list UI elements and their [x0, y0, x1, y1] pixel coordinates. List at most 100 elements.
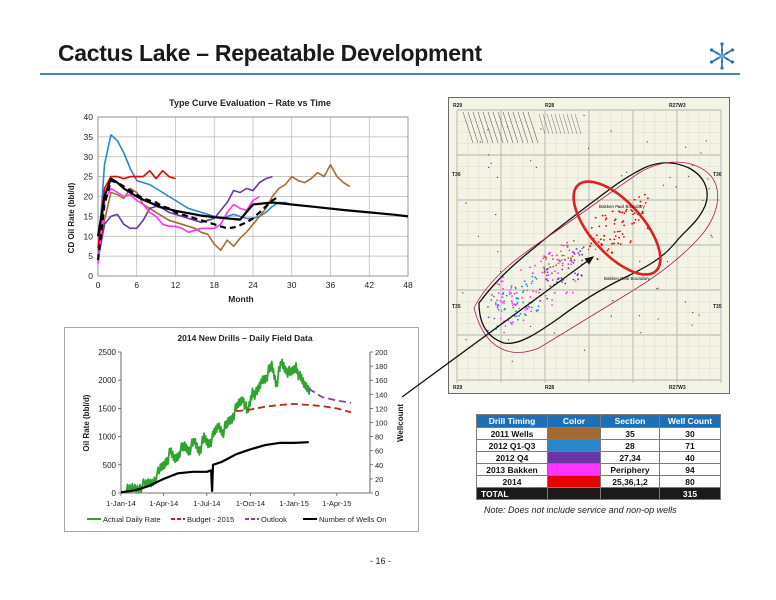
y-tick-label: 2000: [98, 376, 116, 385]
well-marker: [597, 241, 600, 244]
well-marker: [545, 274, 548, 277]
well-marker: [565, 244, 568, 247]
well-marker: [707, 178, 709, 180]
map-hatch: [562, 113, 570, 135]
well-marker: [462, 292, 464, 294]
well-marker: [545, 258, 547, 260]
legend-label: Outlook: [261, 515, 287, 524]
well-marker: [603, 235, 606, 237]
map-hatch: [497, 111, 509, 144]
well-marker: [524, 314, 527, 317]
well-marker: [538, 291, 540, 294]
pool-boundary: [478, 162, 708, 345]
well-marker: [702, 199, 704, 201]
well-marker: [590, 226, 593, 229]
well-marker: [516, 302, 519, 304]
well-marker: [487, 129, 489, 131]
well-marker: [630, 209, 633, 211]
well-marker: [546, 297, 549, 300]
well-marker: [503, 302, 505, 305]
well-marker: [491, 294, 493, 296]
well-marker: [541, 271, 544, 274]
well-marker: [587, 248, 590, 251]
well-marker: [631, 210, 634, 212]
y-tick-label: 5: [88, 251, 93, 261]
well-marker: [666, 260, 669, 263]
well-marker: [556, 281, 558, 284]
well-marker: [529, 296, 532, 298]
well-marker: [561, 268, 564, 271]
well-marker: [633, 212, 636, 215]
well-marker: [522, 301, 524, 304]
well-marker: [514, 304, 517, 307]
well-marker: [573, 253, 576, 255]
well-marker: [574, 280, 577, 283]
well-marker: [529, 266, 531, 269]
y2-tick-label: 60: [375, 447, 383, 456]
map-hatch: [472, 111, 484, 144]
series-line-6: [96, 177, 409, 237]
well-marker: [561, 264, 564, 267]
section-cell: 27,34: [600, 451, 660, 464]
drill-timing-cell: 2012 Q1-Q3: [476, 439, 548, 452]
well-count-cell: 71: [659, 439, 721, 452]
well-marker: [633, 222, 635, 224]
x-tick-label: 48: [403, 280, 413, 290]
well-marker: [512, 321, 514, 324]
well-marker: [638, 315, 640, 317]
well-marker: [510, 300, 513, 302]
total-count: 315: [659, 487, 721, 500]
well-marker: [519, 313, 522, 315]
total-label: TOTAL: [476, 487, 548, 500]
map-hatch: [566, 113, 574, 135]
series-line-5: [96, 179, 280, 261]
header-drill-timing: Drill Timing: [476, 414, 548, 428]
well-count-cell: 80: [659, 475, 721, 488]
well-marker: [510, 292, 513, 294]
y-tick-label: 30: [84, 152, 94, 162]
map-hatch: [507, 111, 519, 144]
well-marker: [549, 266, 552, 269]
well-marker: [496, 306, 499, 309]
well-marker: [490, 162, 492, 164]
well-marker: [499, 299, 502, 302]
drill-timing-cell: 2014: [476, 475, 548, 488]
well-marker: [521, 285, 523, 288]
map-hatch: [512, 111, 524, 144]
y-tick-label: 2500: [98, 348, 116, 357]
well-marker: [604, 214, 607, 217]
table-row: 2013 Bakken Periphery 94: [476, 463, 721, 476]
well-marker: [495, 328, 498, 330]
well-marker: [495, 303, 497, 306]
well-marker: [596, 234, 598, 237]
well-marker: [560, 259, 563, 261]
well-marker: [567, 263, 570, 266]
well-marker: [619, 243, 622, 246]
well-marker: [551, 279, 554, 281]
well-marker: [623, 224, 625, 227]
well-marker: [556, 258, 559, 261]
well-marker: [662, 184, 665, 186]
y-tick-label: 0: [88, 271, 93, 281]
well-marker: [510, 287, 513, 289]
y-tick-label: 0: [112, 489, 117, 498]
section-cell: 25,36,1,2: [600, 475, 660, 488]
well-marker: [502, 292, 505, 294]
legend-label: Budget - 2015: [187, 515, 234, 524]
well-marker: [501, 296, 504, 298]
x-tick-label: 12: [171, 280, 181, 290]
well-marker: [553, 270, 556, 273]
well-marker: [524, 309, 527, 311]
daily-field-data-chart: 2014 New Drills – Daily Field Data Oil R…: [82, 333, 405, 524]
well-marker: [557, 272, 559, 275]
x-tick-label: 1-Apr-14: [149, 499, 178, 508]
well-marker: [618, 210, 620, 212]
range-label: R29: [453, 103, 462, 109]
well-marker: [502, 321, 504, 324]
page-title: Cactus Lake – Repeatable Development: [58, 40, 482, 66]
well-marker: [522, 319, 525, 322]
well-marker: [598, 225, 601, 228]
well-marker: [508, 339, 510, 341]
well-marker: [535, 290, 537, 293]
well-marker: [581, 259, 584, 262]
